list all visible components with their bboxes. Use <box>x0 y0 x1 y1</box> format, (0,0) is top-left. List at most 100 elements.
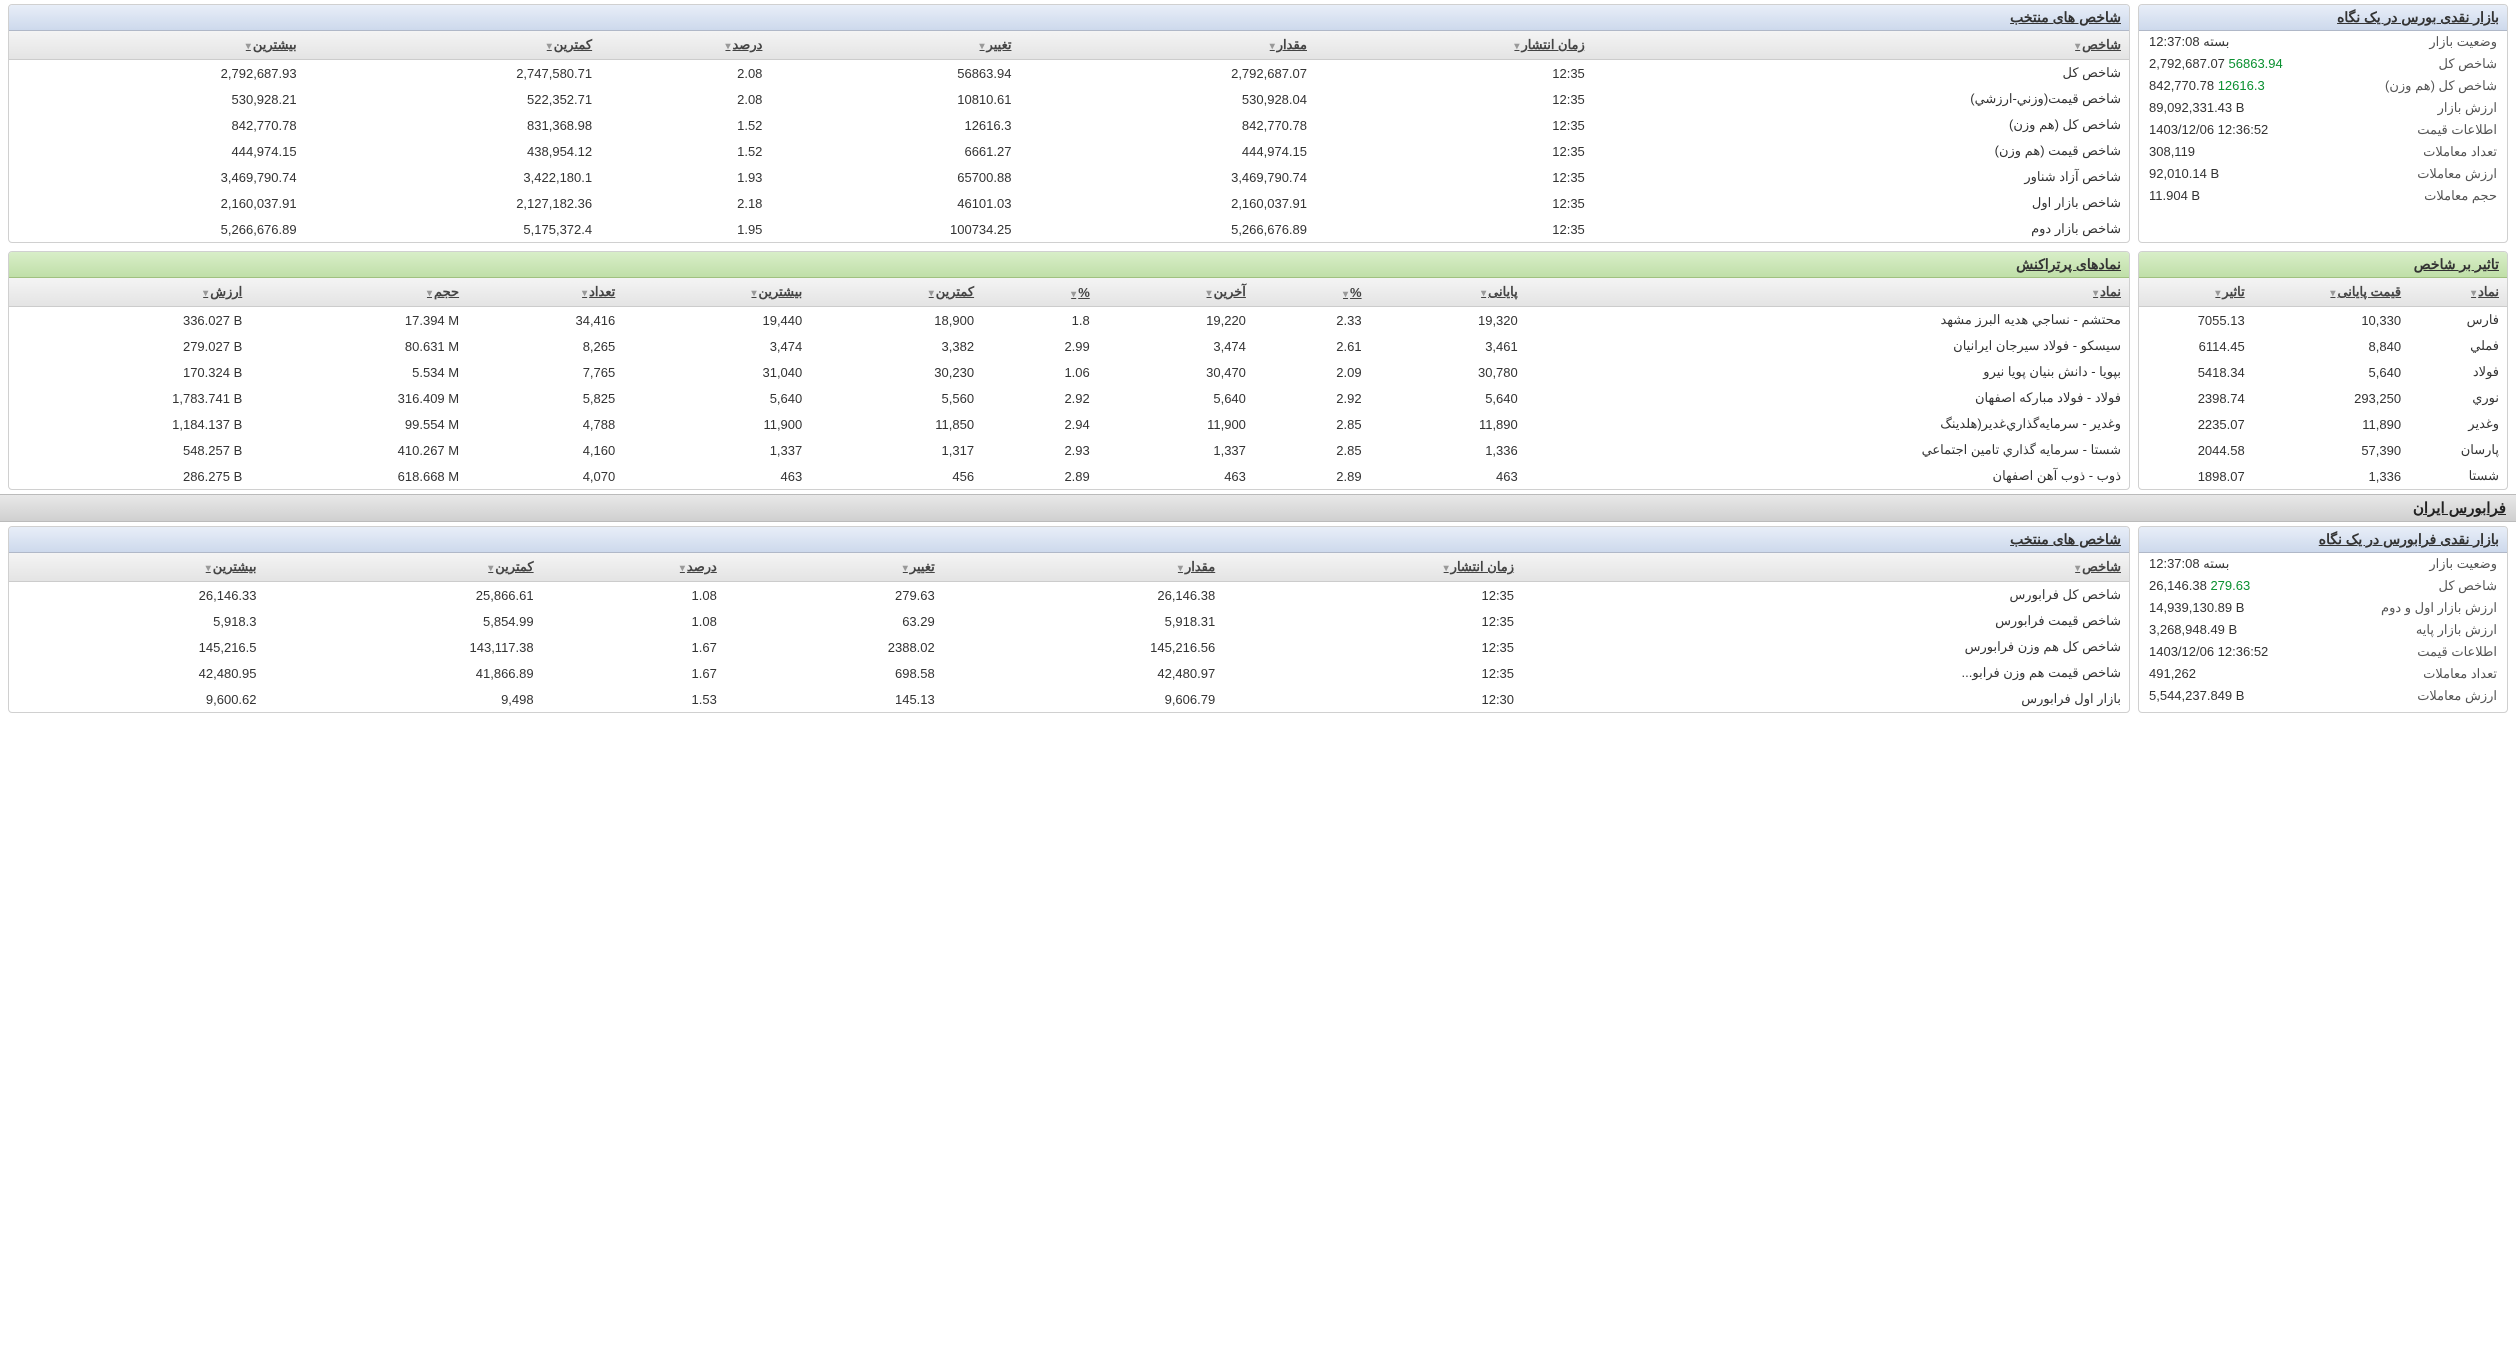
table-row[interactable]: وغدير11,8902235.07 <box>2139 411 2507 437</box>
bourse-indices-title: شاخص های منتخب <box>9 5 2129 31</box>
column-header[interactable]: آخرین▾ <box>1098 278 1254 307</box>
cell: شاخص كل هم وزن فرابورس <box>1522 634 2129 660</box>
cell: 12:35 <box>1223 608 1522 634</box>
glance-label: ارزش معاملات <box>2417 166 2497 182</box>
column-header[interactable]: مقدار▾ <box>1019 31 1315 60</box>
column-header[interactable]: نماد▾ <box>2409 278 2507 307</box>
cell: 279.63 <box>725 582 943 609</box>
column-header[interactable]: شاخص▾ <box>1522 553 2129 582</box>
table-row[interactable]: نوري293,2502398.74 <box>2139 385 2507 411</box>
column-header[interactable]: کمترین▾ <box>810 278 982 307</box>
table-row[interactable]: محتشم - نساجي هديه البرز مشهد19,3202.331… <box>9 307 2129 334</box>
glance-label: وضعیت بازار <box>2429 556 2497 572</box>
column-header[interactable]: بیشترین▾ <box>9 553 265 582</box>
index-effect-title: تاثیر بر شاخص <box>2139 252 2507 278</box>
farabourse-row: بازار نقدی فرابورس در یک نگاه وضعیت بازا… <box>0 522 2516 717</box>
glance-value: 11.904 B <box>2149 188 2200 204</box>
column-header[interactable]: تغییر▾ <box>770 31 1019 60</box>
table-row[interactable]: پارسان57,3902044.58 <box>2139 437 2507 463</box>
table-row[interactable]: شاخص آزاد شناور12:353,469,790.7465700.88… <box>9 164 2129 190</box>
table-row[interactable]: ذوب - ذوب آهن اصفهان4632.894632.89456463… <box>9 463 2129 489</box>
column-header[interactable]: زمان انتشار▾ <box>1315 31 1593 60</box>
table-row[interactable]: شاخص قيمت هم وزن فرابو...12:3542,480.976… <box>9 660 2129 686</box>
cell: 6661.27 <box>770 138 1019 164</box>
column-header[interactable]: مقدار▾ <box>943 553 1223 582</box>
cell: 10810.61 <box>770 86 1019 112</box>
cell: 46101.03 <box>770 190 1019 216</box>
table-row[interactable]: شاخص كل فرابورس12:3526,146.38279.631.082… <box>9 582 2129 609</box>
cell: 2.09 <box>1254 359 1370 385</box>
table-row[interactable]: شاخص قيمت فرابورس12:355,918.3163.291.085… <box>9 608 2129 634</box>
cell: 12:35 <box>1315 112 1593 138</box>
glance-row: ارزش معاملات92,010.14 B <box>2139 163 2507 185</box>
cell: 12:35 <box>1315 190 1593 216</box>
cell: 2,127,182.36 <box>305 190 601 216</box>
column-header[interactable]: بیشترین▾ <box>9 31 305 60</box>
table-row[interactable]: وغدير - سرمايه‌گذاري‌غدير(هلدينگ‌11,8902… <box>9 411 2129 437</box>
glance-row: شاخص کل2,792,687.07 56863.94 <box>2139 53 2507 75</box>
table-row[interactable]: فولاد - فولاد مباركه اصفهان5,6402.925,64… <box>9 385 2129 411</box>
cell: شاخص كل فرابورس <box>1522 582 2129 609</box>
cell: 438,954.12 <box>305 138 601 164</box>
table-row[interactable]: شستا1,3361898.07 <box>2139 463 2507 489</box>
cell: 316.409 M <box>250 385 467 411</box>
cell: شاخص بازار دوم <box>1593 216 2129 242</box>
cell: 63.29 <box>725 608 943 634</box>
table-row[interactable]: بپويا - دانش بنيان پويا نيرو30,7802.0930… <box>9 359 2129 385</box>
table-row[interactable]: شستا - سرمايه گذاري تامين اجتماعي1,3362.… <box>9 437 2129 463</box>
cell: بازار اول فرابورس <box>1522 686 2129 712</box>
cell: 1898.07 <box>2139 463 2253 489</box>
cell: 463 <box>1370 463 1526 489</box>
table-row[interactable]: شاخص كل هم وزن فرابورس12:35145,216.56238… <box>9 634 2129 660</box>
column-header[interactable]: پایانی▾ <box>1370 278 1526 307</box>
cell: 456 <box>810 463 982 489</box>
cell: 26,146.33 <box>9 582 265 609</box>
cell: 12:35 <box>1315 216 1593 242</box>
column-header[interactable]: شاخص▾ <box>1593 31 2129 60</box>
cell: 2.08 <box>600 86 770 112</box>
cell: 2044.58 <box>2139 437 2253 463</box>
column-header[interactable]: بیشترین▾ <box>623 278 810 307</box>
column-header[interactable]: قیمت پایانی▾ <box>2253 278 2409 307</box>
bourse-row-2: تاثیر بر شاخص نماد▾قیمت پایانی▾تاثیر▾ فا… <box>0 247 2516 494</box>
cell: 3,474 <box>1098 333 1254 359</box>
column-header[interactable]: ارزش▾ <box>9 278 250 307</box>
cell: 2.92 <box>1254 385 1370 411</box>
table-row[interactable]: شاخص كل (هم وزن)12:35842,770.7812616.31.… <box>9 112 2129 138</box>
table-row[interactable]: فولاد5,6405418.34 <box>2139 359 2507 385</box>
column-header[interactable]: %▾ <box>982 278 1098 307</box>
cell: فملي <box>2409 333 2507 359</box>
cell: 1.52 <box>600 138 770 164</box>
table-row[interactable]: شاخص بازار اول12:352,160,037.9146101.032… <box>9 190 2129 216</box>
table-row[interactable]: سيسكو - فولاد سيرجان ايرانيان3,4612.613,… <box>9 333 2129 359</box>
column-header[interactable]: کمترین▾ <box>265 553 542 582</box>
cell: وغدير - سرمايه‌گذاري‌غدير(هلدينگ‌ <box>1526 411 2129 437</box>
cell: 5.534 M <box>250 359 467 385</box>
index-effect-table: نماد▾قیمت پایانی▾تاثیر▾ فارس10,3307055.1… <box>2139 278 2507 489</box>
column-header[interactable]: زمان انتشار▾ <box>1223 553 1522 582</box>
cell: 463 <box>623 463 810 489</box>
table-row[interactable]: شاخص قيمت(وزني-ارزشي)12:35530,928.041081… <box>9 86 2129 112</box>
cell: 11,850 <box>810 411 982 437</box>
cell: 12:35 <box>1315 138 1593 164</box>
column-header[interactable]: %▾ <box>1254 278 1370 307</box>
column-header[interactable]: تعداد▾ <box>467 278 623 307</box>
table-row[interactable]: شاخص قيمت (هم وزن)12:35444,974.156661.27… <box>9 138 2129 164</box>
cell: 19,320 <box>1370 307 1526 334</box>
table-row[interactable]: فملي8,8406114.45 <box>2139 333 2507 359</box>
column-header[interactable]: درصد▾ <box>542 553 725 582</box>
column-header[interactable]: درصد▾ <box>600 31 770 60</box>
table-row[interactable]: شاخص بازار دوم12:355,266,676.89100734.25… <box>9 216 2129 242</box>
cell: 5,918.31 <box>943 608 1223 634</box>
tse-dashboard: بازار نقدی بورس در یک نگاه وضعیت بازاربس… <box>0 0 2516 717</box>
column-header[interactable]: حجم▾ <box>250 278 467 307</box>
cell: 7055.13 <box>2139 307 2253 334</box>
cell: 2398.74 <box>2139 385 2253 411</box>
table-row[interactable]: بازار اول فرابورس12:309,606.79145.131.53… <box>9 686 2129 712</box>
column-header[interactable]: کمترین▾ <box>305 31 601 60</box>
column-header[interactable]: نماد▾ <box>1526 278 2129 307</box>
column-header[interactable]: تغییر▾ <box>725 553 943 582</box>
table-row[interactable]: فارس10,3307055.13 <box>2139 307 2507 334</box>
column-header[interactable]: تاثیر▾ <box>2139 278 2253 307</box>
table-row[interactable]: شاخص كل12:352,792,687.0756863.942.082,74… <box>9 60 2129 87</box>
